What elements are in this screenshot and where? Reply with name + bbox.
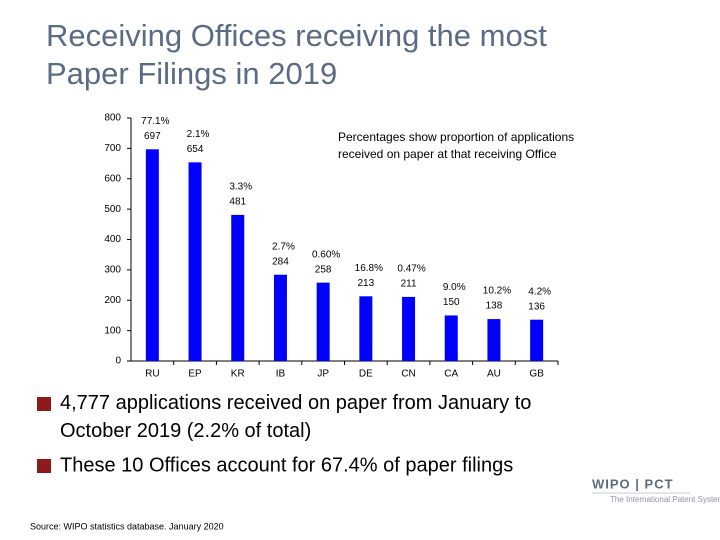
y-tick-label: 200: [104, 295, 121, 306]
value-label: 211: [401, 279, 417, 290]
y-tick-label: 0: [115, 356, 121, 367]
x-tick-label: GB: [529, 369, 544, 380]
x-tick-label: KR: [231, 369, 245, 380]
bar: [402, 296, 416, 361]
percent-label: 2.1%: [187, 129, 210, 140]
y-tick-label: 800: [104, 113, 121, 124]
bullet-text: 4,777 applications received on paper fro…: [60, 392, 531, 442]
bar: [530, 319, 544, 361]
percent-label: 9.0%: [443, 282, 466, 293]
x-tick-label: RU: [145, 369, 159, 380]
bar: [316, 282, 330, 361]
y-tick-label: 300: [104, 265, 121, 276]
y-tick-label: 500: [104, 204, 121, 215]
percent-label: 77.1%: [141, 116, 169, 127]
y-tick-label: 700: [104, 143, 121, 154]
chart-title: Receiving Offices receiving the most Pape…: [46, 18, 547, 91]
bullet-text: These 10 Offices account for 67.4% of pa…: [60, 454, 513, 476]
x-tick-label: JP: [317, 369, 329, 380]
source: Source: WIPO statistics database. Januar…: [30, 521, 224, 531]
value-label: 213: [358, 278, 375, 289]
bar: [359, 296, 373, 361]
bullet-line: 4,777 applications received on paper fro…: [60, 392, 531, 414]
note-line: Percentages show proportion of applicati…: [338, 130, 574, 144]
bullet-marker: [37, 459, 51, 473]
x-tick-label: CA: [444, 369, 458, 380]
title-line: Paper Filings in 2019: [46, 56, 337, 91]
note-line: received on paper at that receiving Offi…: [338, 147, 557, 161]
bar: [188, 162, 202, 361]
value-label: 284: [272, 256, 289, 267]
logo-tagline: The International Patent System: [610, 495, 720, 504]
value-label: 138: [486, 301, 503, 312]
bar: [487, 319, 501, 361]
bullet-line: October 2019 (2.2% of total): [60, 420, 311, 442]
y-tick-label: 400: [104, 234, 121, 245]
percent-label: 0.60%: [312, 249, 340, 260]
bar: [231, 214, 245, 361]
percent-label: 3.3%: [229, 182, 252, 193]
value-label: 258: [315, 264, 332, 275]
bullet-marker: [37, 397, 51, 411]
chart-note: Percentages show proportion of applicati…: [338, 130, 574, 161]
value-label: 654: [187, 144, 204, 155]
bar: [444, 315, 458, 361]
value-label: 697: [144, 131, 161, 142]
x-tick-label: EP: [188, 369, 202, 380]
y-tick-label: 100: [104, 325, 121, 336]
percent-label: 16.8%: [355, 263, 383, 274]
percent-label: 4.2%: [528, 286, 551, 297]
percent-label: 0.47%: [397, 264, 425, 275]
x-tick-label: CN: [401, 369, 415, 380]
y-tick-label: 600: [104, 173, 121, 184]
value-label: 150: [443, 297, 460, 308]
percent-label: 2.7%: [272, 241, 295, 252]
x-tick-label: AU: [487, 369, 501, 380]
bar: [273, 274, 287, 361]
bar: [145, 149, 159, 361]
value-label: 481: [229, 197, 246, 208]
title-line: Receiving Offices receiving the most: [46, 18, 547, 53]
x-tick-label: IB: [276, 369, 286, 380]
percent-label: 10.2%: [483, 286, 511, 297]
value-label: 136: [528, 301, 545, 312]
logo-name: WIPO | PCT: [592, 476, 674, 491]
x-tick-label: DE: [359, 369, 373, 380]
